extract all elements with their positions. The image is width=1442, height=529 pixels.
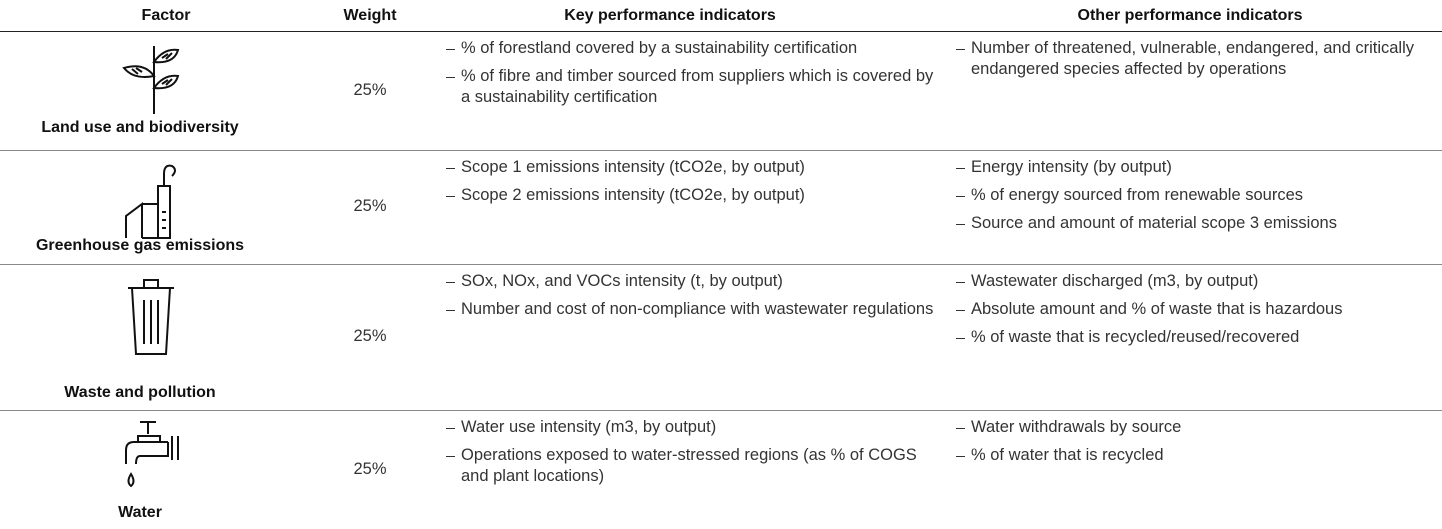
other-item: % of energy sourced from renewable sourc…	[955, 185, 1435, 206]
kpi-item: % of forestland covered by a sustainabil…	[445, 38, 945, 59]
weight: 25%	[353, 327, 387, 345]
kpi-list: Water use intensity (m3, by output) Opera…	[445, 417, 945, 494]
other-item: Water withdrawals by source	[955, 417, 1435, 438]
header-rule	[0, 31, 1442, 32]
other-item: Energy intensity (by output)	[955, 157, 1435, 178]
other-list: Wastewater discharged (m3, by output) Abs…	[955, 271, 1435, 355]
trash-icon	[128, 279, 174, 355]
factor-label: Greenhouse gas emissions	[35, 237, 245, 254]
table-row: Greenhouse gas emissions 25% Scope 1 emiss…	[0, 150, 1442, 264]
weight: 25%	[353, 459, 387, 478]
row-rule	[0, 410, 1442, 411]
other-item: Absolute amount and % of waste that is h…	[955, 299, 1435, 320]
tap-icon	[125, 421, 179, 488]
other-item: Wastewater discharged (m3, by output)	[955, 271, 1435, 292]
factor-label: Waste and pollution	[64, 384, 216, 401]
table-row: Waste and pollution 25% SOx, NOx, and VOCs…	[0, 264, 1442, 410]
factor-label: Water	[118, 504, 162, 521]
other-item: Source and amount of material scope 3 em…	[955, 213, 1435, 234]
plant-icon	[122, 46, 180, 114]
other-list: Water withdrawals by source % of water th…	[955, 417, 1435, 473]
row-rule	[0, 264, 1442, 265]
header-cell: Other performance indicators	[1077, 7, 1303, 24]
kpi-item: Scope 2 emissions intensity (tCO2e, by o…	[445, 185, 945, 206]
kpi-item: Operations exposed to water-stressed reg…	[445, 445, 945, 487]
table-row: Water 25% Water use intensity (m3, by outp…	[0, 410, 1442, 529]
kpi-item: Scope 1 emissions intensity (tCO2e, by o…	[445, 157, 945, 178]
header-cell: Weight	[343, 7, 397, 24]
header-cell: Factor	[141, 7, 191, 24]
kpi-item: Water use intensity (m3, by output)	[445, 417, 945, 438]
weight: 25%	[353, 80, 387, 99]
other-list: Number of threatened, vulnerable, endang…	[955, 38, 1435, 87]
other-list: Energy intensity (by output) % of energy …	[955, 157, 1435, 241]
factor-label: Land use and biodiversity	[41, 119, 239, 136]
row-rule	[0, 150, 1442, 151]
factory-icon	[125, 164, 176, 239]
weight: 25%	[353, 197, 387, 215]
kpi-item: SOx, NOx, and VOCs intensity (t, by outp…	[445, 271, 945, 292]
kpi-item: Number and cost of non-compliance with w…	[445, 299, 945, 320]
other-item: % of waste that is recycled/reused/recov…	[955, 327, 1435, 348]
kpi-item: % of fibre and timber sourced from suppl…	[445, 66, 945, 108]
header-cell: Key performance indicators	[564, 7, 776, 24]
kpi-list: SOx, NOx, and VOCs intensity (t, by outp…	[445, 271, 945, 327]
kpi-list: Scope 1 emissions intensity (tCO2e, by o…	[445, 157, 945, 213]
table-row: Land use and biodiversity 25% % of forestl…	[0, 31, 1442, 150]
other-item: Number of threatened, vulnerable, endang…	[955, 38, 1435, 80]
other-item: % of water that is recycled	[955, 445, 1435, 466]
kpi-list: % of forestland covered by a sustainabil…	[445, 38, 945, 115]
